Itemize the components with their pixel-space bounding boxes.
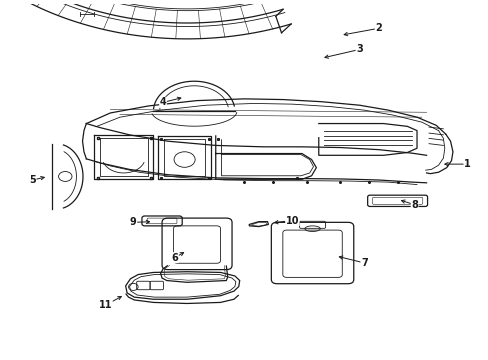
Text: 8: 8 [410, 200, 417, 210]
Text: 10: 10 [285, 216, 299, 226]
Text: 9: 9 [130, 217, 137, 227]
Text: 7: 7 [360, 258, 367, 268]
Text: 11: 11 [99, 300, 112, 310]
Text: 3: 3 [355, 45, 362, 54]
Text: 5: 5 [29, 175, 36, 185]
Text: 6: 6 [171, 253, 178, 262]
Text: 2: 2 [374, 23, 381, 33]
Text: 4: 4 [159, 98, 166, 107]
Text: 1: 1 [463, 159, 470, 169]
